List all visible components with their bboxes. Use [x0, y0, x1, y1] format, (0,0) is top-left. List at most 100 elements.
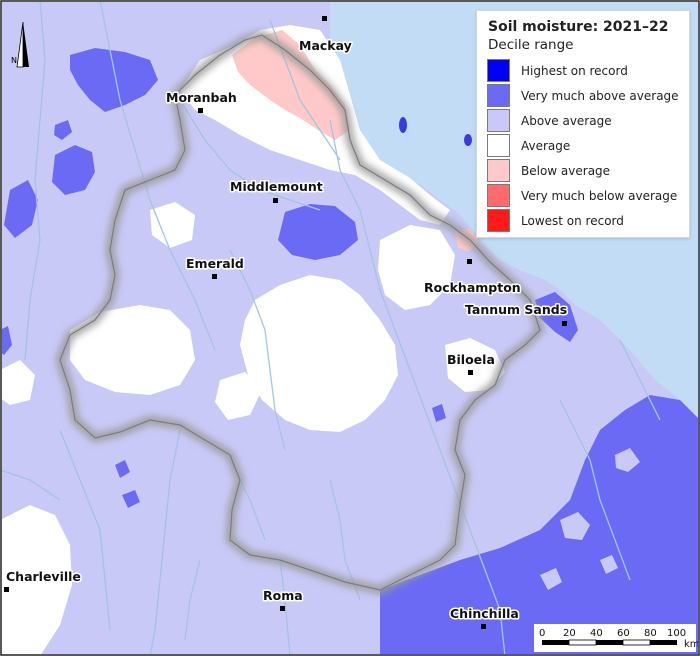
legend-swatch [487, 84, 510, 107]
legend-item-below-average: Below average [487, 158, 679, 183]
scale-tick-label: 60 [617, 628, 630, 639]
average-region-central [70, 305, 195, 395]
very-much-above-average [278, 204, 358, 260]
town-label: Tannum Sands [465, 302, 567, 317]
town-label: Mackay [299, 38, 352, 53]
very-much-above-average [54, 120, 72, 140]
town-label: Chinchilla [450, 606, 519, 621]
rivers [2, 2, 661, 654]
scale-bar: 0 20 40 60 80 100 km [534, 624, 700, 652]
town-marker [198, 108, 203, 113]
legend-title: Soil moisture: 2021–22 [488, 19, 669, 35]
town-marker [562, 321, 567, 326]
very-much-above-average [122, 490, 140, 508]
above-average-pocket [560, 512, 590, 540]
town-label: Rockhampton [424, 280, 521, 295]
legend-item-very-much-above-average: Very much above average [487, 83, 679, 108]
legend-label: Highest on record [521, 63, 628, 78]
town-tannum-sands: Tannum Sands [464, 301, 569, 326]
scale-bar-background [534, 624, 696, 652]
town-marker [467, 259, 472, 264]
average-region-west [2, 505, 72, 654]
legend-swatch [487, 209, 510, 232]
very-much-above-average [432, 404, 446, 422]
legend-swatch [487, 59, 510, 82]
scale-tick-label: 100 [667, 628, 686, 639]
legend-label: Very much above average [521, 88, 679, 103]
town-rockhampton: Rockhampton [423, 259, 522, 297]
legend-swatch [487, 134, 510, 157]
town-label: Roma [263, 588, 303, 603]
average-region-central [240, 275, 398, 432]
legend-swatch [487, 159, 510, 182]
scale-tick-label: 0 [539, 628, 545, 639]
town-label: Charleville [6, 569, 81, 584]
town-marker [4, 587, 9, 592]
average-region-central [150, 202, 195, 248]
town-marker [468, 370, 473, 375]
town-label: Moranbah [166, 90, 237, 105]
legend-items: Highest on record Very much above averag… [487, 58, 679, 233]
island [464, 134, 472, 146]
legend-swatch [487, 109, 510, 132]
scale-segment [650, 640, 677, 645]
legend-subtitle: Decile range [488, 37, 574, 53]
legend-label: Very much below average [521, 188, 678, 203]
legend-label: Lowest on record [521, 213, 624, 228]
legend-item-average: Average [487, 133, 679, 158]
scale-tick-label: 20 [563, 628, 576, 639]
above-average-pocket [615, 448, 640, 472]
town-marker [273, 198, 278, 203]
very-much-above-average [4, 180, 38, 238]
town-middlemount: Middlemount [229, 178, 324, 203]
scale-segment [622, 639, 651, 646]
average-region-central [445, 338, 505, 392]
town-label: Emerald [186, 256, 244, 271]
below-average-region [232, 30, 350, 140]
very-much-above-average [2, 326, 12, 355]
average-region-west [2, 360, 35, 405]
very-much-above-average [535, 292, 578, 342]
legend-label: Below average [521, 163, 611, 178]
legend-swatch [487, 184, 510, 207]
town-charleville: Charleville [4, 568, 82, 592]
scale-tick-label: 40 [590, 628, 603, 639]
town-roma: Roma [262, 587, 304, 611]
legend-item-lowest-on-record: Lowest on record [487, 208, 679, 233]
average-region-central [378, 225, 455, 310]
scale-segment [568, 639, 597, 646]
town-marker [481, 624, 486, 629]
town-mackay: Mackay [298, 16, 353, 55]
scale-tick-label: 80 [644, 628, 657, 639]
above-average-pocket [540, 568, 562, 590]
town-biloela: Biloela [446, 351, 496, 375]
scale-segment [596, 640, 623, 645]
average-region-central [215, 372, 262, 420]
town-marker [212, 274, 217, 279]
very-much-above-average [52, 145, 95, 195]
very-much-above-average [115, 460, 130, 478]
legend-item-above-average: Above average [487, 108, 679, 133]
town-label: Biloela [447, 352, 495, 367]
above-average-pocket [600, 555, 618, 574]
town-marker [280, 606, 285, 611]
north-label: N [11, 56, 17, 65]
town-emerald: Emerald [185, 255, 245, 279]
very-much-above-average [70, 48, 158, 112]
town-moranbah: Moranbah [165, 89, 238, 113]
legend-label: Average [521, 138, 571, 153]
legend: Soil moisture: 2021–22 Decile range High… [476, 10, 690, 238]
legend-label: Above average [521, 113, 612, 128]
town-label: Middlemount [230, 179, 323, 194]
legend-item-very-much-below-average: Very much below average [487, 183, 679, 208]
north-arrow-right-half [23, 22, 29, 67]
legend-item-highest-on-record: Highest on record [487, 58, 679, 83]
scale-segment [542, 640, 569, 645]
town-marker [322, 16, 327, 21]
basin-outline [59, 34, 541, 591]
island [399, 117, 407, 133]
north-arrow: N [11, 21, 29, 68]
town-chinchilla: Chinchilla [449, 605, 520, 629]
scale-unit-label: km [684, 639, 700, 650]
